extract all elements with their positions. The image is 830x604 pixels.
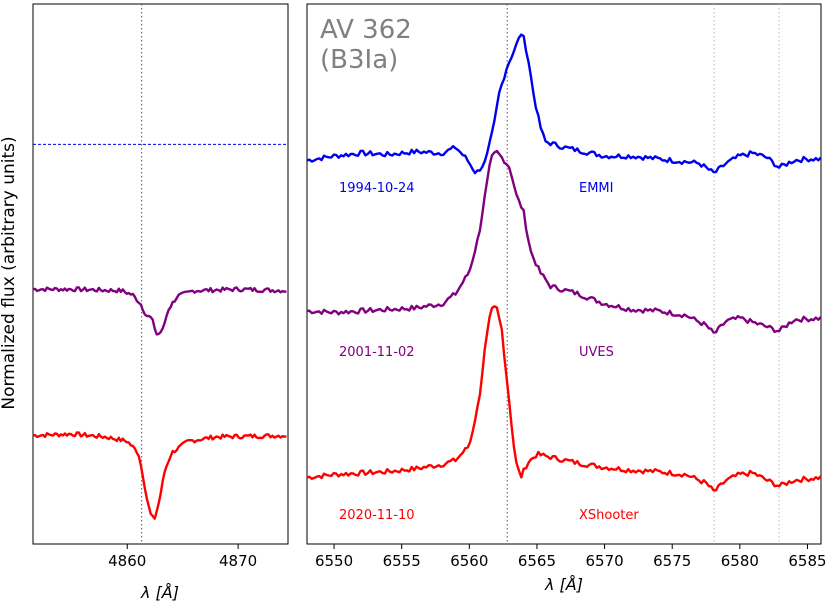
instrument-label-emmi: EMMI xyxy=(579,181,613,196)
right-x-tick-label: 6560 xyxy=(450,552,488,570)
left-x-tick-label: 4860 xyxy=(108,552,146,570)
left-panel-hbeta: λ [Å] 4860 4870 xyxy=(32,3,289,602)
right-x-tick-label: 6575 xyxy=(653,552,691,570)
right-panel-halpha: AV 362 (B3Ia) 1994-10-24 EMMI 2001-11-02… xyxy=(306,3,827,594)
right-x-tick-label: 6555 xyxy=(383,552,421,570)
right-series-line-uves xyxy=(306,149,822,334)
right-x-tick-label: 6550 xyxy=(315,552,353,570)
left-x-tick-label: 4870 xyxy=(219,552,257,570)
instrument-label-xshooter: XShooter xyxy=(579,508,639,523)
left-series-line-xshooter_hbeta xyxy=(32,431,287,520)
right-x-tick-label: 6570 xyxy=(585,552,623,570)
date-label-xshooter: 2020-11-10 xyxy=(339,508,415,523)
right-series-line-xshooter xyxy=(306,305,822,492)
date-label-emmi: 1994-10-24 xyxy=(339,181,415,196)
date-label-uves: 2001-11-02 xyxy=(339,345,415,360)
left-series-line-uves_hbeta xyxy=(32,286,287,336)
right-series-line-emmi xyxy=(306,33,822,175)
right-x-tick-label: 6580 xyxy=(721,552,759,570)
right-x-axis-label: λ [Å] xyxy=(544,575,583,594)
left-panel-frame xyxy=(32,3,289,545)
right-x-tick-label: 6565 xyxy=(518,552,556,570)
y-axis-label: Normalized flux (arbitrary units) xyxy=(0,136,19,409)
spectral-type: (B3Ia) xyxy=(320,45,398,75)
right-x-tick-label: 6585 xyxy=(788,552,826,570)
right-panel-frame xyxy=(306,3,822,545)
instrument-label-uves: UVES xyxy=(579,345,614,360)
left-x-axis-label: λ [Å] xyxy=(140,583,179,602)
star-name: AV 362 xyxy=(320,15,412,45)
